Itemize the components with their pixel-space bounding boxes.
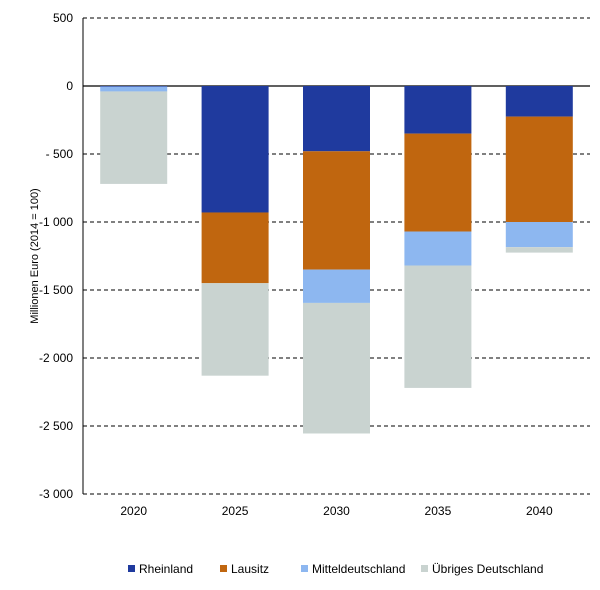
bar-segment	[404, 133, 472, 232]
y-tick-label: 500	[53, 11, 73, 25]
y-tick-label: -1 000	[39, 215, 73, 229]
bar-segment	[303, 302, 370, 434]
y-tick-label: - 500	[46, 147, 74, 161]
bar-segment	[404, 231, 472, 266]
bar-segment	[201, 283, 269, 376]
bar-segment	[100, 86, 168, 87]
bar-segment	[505, 116, 573, 222]
x-tick-label: 2020	[120, 504, 147, 518]
bar-segment	[201, 86, 269, 213]
legend-swatch	[301, 565, 308, 572]
x-tick-label: 2035	[425, 504, 452, 518]
bar-segment	[404, 265, 472, 388]
x-tick-label: 2040	[526, 504, 553, 518]
y-axis-title: Millionen Euro (2014 = 100)	[29, 188, 41, 323]
legend-label: Lausitz	[231, 562, 269, 576]
bars	[100, 86, 573, 434]
bar-segment	[100, 86, 168, 92]
y-tick-label: -3 000	[39, 487, 73, 501]
bar-segment	[201, 212, 269, 284]
legend-swatch	[421, 565, 428, 572]
legend: Rheinland Lausitz Mitteldeutschland Übriges…	[128, 562, 543, 576]
bar-segment	[303, 151, 370, 270]
x-tick-label: 2025	[222, 504, 249, 518]
legend-label: Rheinland	[139, 562, 193, 576]
x-tick-label: 2030	[323, 504, 350, 518]
y-tick-labels: 500 0 - 500 -1 000 -1 500 -2 000 -2 500 -3 000	[39, 11, 73, 501]
y-tick-label: -2 500	[39, 419, 73, 433]
y-tick-label: -2 000	[39, 351, 73, 365]
y-tick-label: 0	[66, 79, 73, 93]
legend-label: Übriges Deutschland	[432, 562, 543, 576]
bar-segment	[303, 269, 370, 303]
legend-swatch	[128, 565, 135, 572]
y-tick-label: -1 500	[39, 283, 73, 297]
bar-segment	[505, 247, 573, 253]
bar-segment	[505, 86, 573, 117]
bar-segment	[303, 86, 370, 152]
bar-segment	[100, 91, 168, 184]
x-tick-labels: 2020 2025 2030 2035 2040	[120, 504, 553, 518]
legend-swatch	[220, 565, 227, 572]
legend-label: Mitteldeutschland	[312, 562, 405, 576]
bar-segment	[505, 222, 573, 248]
bar-segment	[404, 86, 472, 134]
